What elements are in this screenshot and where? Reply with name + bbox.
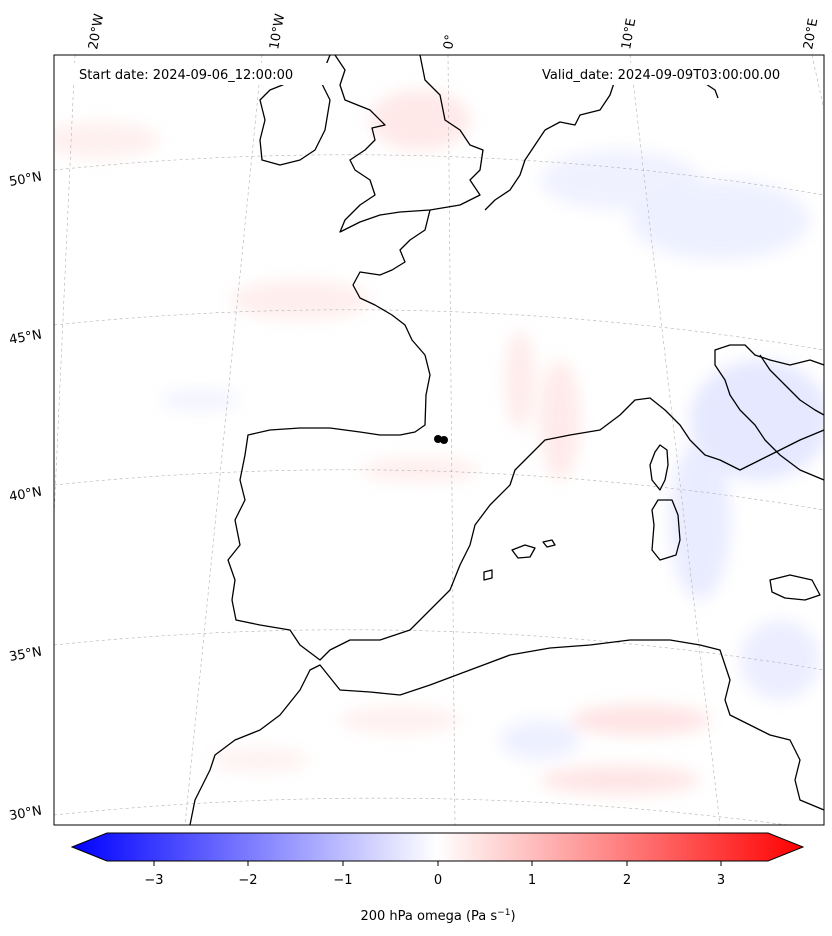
location-marker bbox=[434, 435, 448, 444]
lon-label-10w: 10°W bbox=[267, 13, 288, 51]
colorbar-tick-0: 0 bbox=[434, 873, 442, 888]
lat-label-45n: 45°N bbox=[8, 327, 43, 347]
map-frame bbox=[53, 54, 825, 826]
coast-western-europe bbox=[227, 209, 824, 661]
coast-balearic-mallorca bbox=[511, 544, 536, 559]
coast-adriatic bbox=[759, 354, 824, 416]
valid-date-box bbox=[535, 63, 805, 85]
lat-label-35n: 35°N bbox=[8, 644, 43, 664]
start-date-label: Start date: 2024-09-06_12:00:00 bbox=[79, 68, 293, 83]
lon-label-0: 0° bbox=[441, 34, 458, 51]
valid-date-label: Valid_date: 2024-09-09T03:00:00.00 bbox=[542, 68, 780, 83]
coast-balearic-ibiza bbox=[483, 569, 493, 581]
lat-label-50n: 50°N bbox=[8, 169, 43, 189]
gridline-lon-20w bbox=[54, 55, 76, 524]
coast-netherlands bbox=[484, 129, 546, 211]
lon-label-20w: 20°W bbox=[86, 13, 107, 51]
coast-ireland bbox=[259, 55, 331, 166]
gridline-lon-0 bbox=[447, 55, 456, 825]
gridline-lat-50 bbox=[54, 154, 824, 196]
gridline-lat-30 bbox=[54, 797, 790, 825]
lon-label-20e: 20°E bbox=[801, 17, 821, 50]
coast-balearic-menorca bbox=[542, 539, 556, 548]
lat-label-40n: 40°N bbox=[8, 484, 43, 504]
omega-field bbox=[54, 90, 824, 794]
lon-label-10e: 10°E bbox=[619, 17, 639, 50]
colorbar-tickmarks bbox=[153, 861, 722, 866]
gridline-lat-35 bbox=[54, 629, 824, 671]
colorbar-tick-neg1: −1 bbox=[333, 873, 352, 888]
coast-north-africa bbox=[189, 639, 824, 825]
coast-sardinia bbox=[651, 499, 681, 561]
start-date-box bbox=[72, 63, 332, 85]
colorbar-bar bbox=[70, 832, 805, 862]
colorbar-tick-3: 3 bbox=[717, 873, 725, 888]
coast-italy bbox=[714, 344, 824, 481]
lat-label-30n: 30°N bbox=[8, 803, 43, 823]
coastlines bbox=[189, 55, 824, 825]
gridline-lat-45 bbox=[54, 309, 824, 351]
gridline-lon-10w bbox=[184, 55, 263, 825]
coast-corsica bbox=[649, 444, 669, 491]
colorbar: −3 −2 −1 0 1 2 3 200 hPa omega (Pa s−1) bbox=[70, 832, 805, 924]
gridline-lat-40 bbox=[54, 469, 824, 511]
coast-great-britain bbox=[334, 55, 484, 233]
colorbar-tick-neg2: −2 bbox=[238, 873, 257, 888]
colorbar-tick-1: 1 bbox=[528, 873, 536, 888]
colorbar-tick-2: 2 bbox=[623, 873, 631, 888]
colorbar-label: 200 hPa omega (Pa s−1) bbox=[360, 908, 515, 924]
gridlines bbox=[54, 55, 824, 825]
coast-sicily bbox=[769, 574, 821, 601]
colorbar-tick-neg3: −3 bbox=[144, 873, 163, 888]
